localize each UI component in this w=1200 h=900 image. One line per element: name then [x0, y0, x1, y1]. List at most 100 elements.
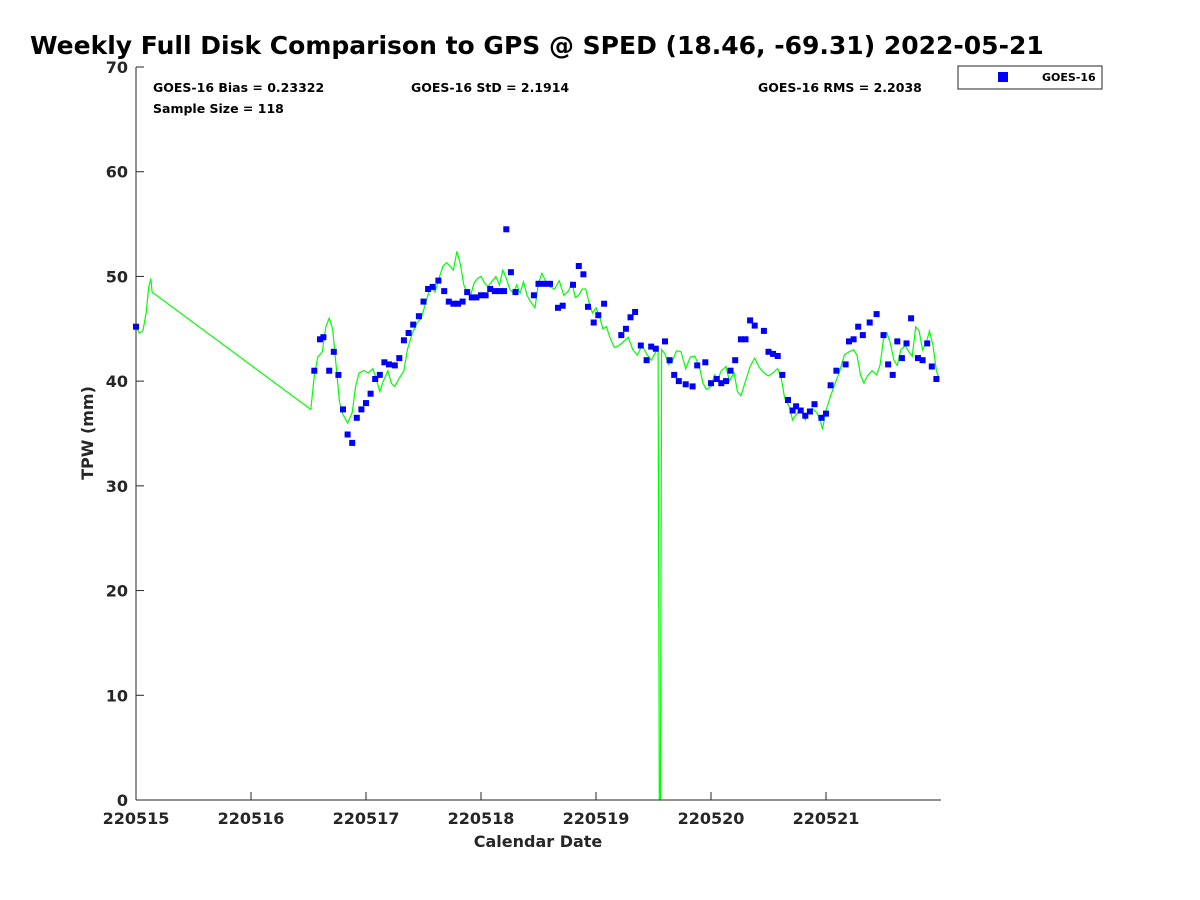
goes-16-point [595, 312, 602, 319]
goes-16-point [405, 330, 412, 336]
goes-16-point [859, 332, 866, 339]
goes-16-point [459, 298, 466, 305]
goes-16-point [793, 403, 800, 410]
plot-area [133, 67, 941, 801]
goes-16-point [747, 317, 754, 324]
x-tick-label: 220518 [448, 809, 515, 828]
goes-16-point [866, 319, 873, 326]
goes-16-point [797, 407, 804, 414]
y-axis-label: TPW (mm) [78, 386, 97, 480]
goes-16-point [344, 431, 351, 438]
goes-16-point [666, 357, 673, 364]
goes-16-point [823, 410, 829, 417]
goes-16-point [785, 397, 791, 403]
goes-16-point [349, 439, 356, 446]
goes-16-point [425, 286, 432, 292]
goes-16-point [512, 289, 519, 296]
goes-16-point [320, 334, 327, 341]
y-tick-label: 40 [106, 372, 128, 391]
goes-16-point [694, 362, 701, 369]
goes-16-point [575, 263, 582, 269]
goes-16-point [530, 292, 537, 299]
y-tick-label: 60 [106, 163, 128, 182]
goes-16-point [627, 314, 634, 321]
gps-series [135, 251, 940, 801]
goes-16-point [473, 294, 480, 301]
goes-16-point [381, 359, 388, 366]
bias-stat: GOES-16 Bias = 0.23322 [153, 80, 324, 95]
goes-16-point [652, 345, 659, 352]
goes-16-point [601, 300, 608, 307]
goes-16-point [751, 322, 758, 329]
goes-16-point [487, 286, 494, 292]
goes-16-point [547, 280, 553, 287]
y-tick-label: 20 [106, 582, 128, 601]
x-axis-label: Calendar Date [474, 832, 603, 851]
goes-16-point [464, 289, 471, 296]
goes-16-point [671, 371, 678, 378]
goes-16-point [742, 336, 749, 343]
std-stat: GOES-16 StD = 2.1914 [411, 80, 569, 95]
goes-16-point [468, 294, 475, 301]
goes-16-point [924, 340, 931, 347]
goes-16-point [441, 288, 448, 295]
x-tick-label: 220520 [678, 809, 745, 828]
goes-16-point [842, 361, 849, 368]
goes-16-point [919, 357, 926, 364]
goes-16-point [648, 343, 655, 350]
goes-16-point [774, 353, 781, 359]
goes-16-point [833, 367, 840, 374]
gps-line [135, 251, 940, 801]
goes-16-point [496, 288, 503, 295]
goes-16-point [850, 336, 857, 343]
legend-label-goes-16: GOES-16 [1042, 71, 1096, 84]
goes-16-point [570, 281, 576, 288]
goes-16-point [708, 380, 714, 387]
goes-16-point [358, 406, 365, 413]
goes-16-point [372, 376, 379, 382]
goes-16-point [353, 414, 360, 421]
goes-16-point [330, 348, 337, 355]
goes-16-point [713, 376, 720, 382]
goes-16-point [928, 363, 935, 370]
y-tick-label: 0 [117, 791, 128, 810]
goes-16-point [482, 292, 489, 299]
goes-16-point [400, 337, 407, 344]
goes-16-point [585, 303, 591, 310]
goes-16-point [689, 383, 696, 390]
goes-16-point [675, 378, 682, 385]
goes-16-point [335, 371, 342, 378]
goes-16-point [632, 309, 639, 315]
goes-16-point [643, 357, 650, 364]
goes-16-point [811, 401, 818, 408]
goes-16-point [789, 407, 796, 414]
goes-16-point [732, 357, 739, 364]
y-tick-label: 10 [106, 686, 128, 705]
goes-16-point [727, 367, 734, 374]
goes-16-point [903, 340, 910, 347]
goes-16-point [618, 332, 625, 339]
goes-16-point [846, 338, 852, 345]
x-tick-label: 220517 [333, 809, 400, 828]
goes-16-point [491, 288, 498, 295]
x-tick-label: 220521 [793, 809, 860, 828]
goes-16-point [765, 348, 772, 355]
goes-16-point [933, 376, 940, 382]
goes-16-point [415, 313, 422, 320]
goes-16-point [806, 408, 813, 415]
x-axis-ticks: 220515 220516 220517 220518 220519 220520 2205… [103, 792, 860, 828]
legend-marker-goes-16 [998, 72, 1008, 82]
goes-16-point [898, 355, 905, 362]
goes-16-point [559, 302, 566, 309]
goes-16-point [445, 298, 452, 305]
x-tick-label: 220519 [563, 809, 630, 828]
goes-16-point [391, 362, 398, 369]
goes-16-point [880, 332, 887, 339]
goes-16-point [420, 298, 427, 305]
goes-16-point [429, 283, 436, 290]
goes-16-point [723, 378, 729, 385]
goes-16-point [450, 300, 457, 307]
y-tick-label: 50 [106, 267, 128, 286]
goes-16-point [386, 361, 392, 368]
sample-size-stat: Sample Size = 118 [153, 101, 284, 116]
